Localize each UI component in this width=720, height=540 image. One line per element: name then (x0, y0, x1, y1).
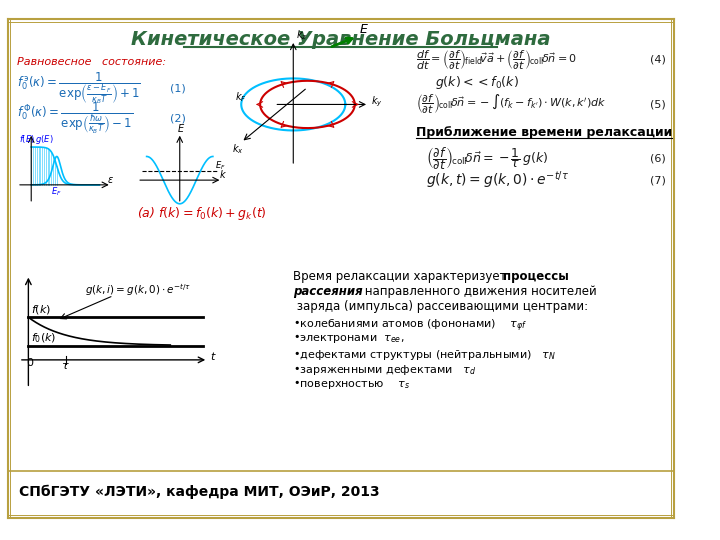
Text: $k_y$: $k_y$ (371, 95, 382, 109)
Text: $f(E)\,g(E)$: $f(E)\,g(E)$ (19, 133, 53, 146)
Text: •колебаниями атомов (фононами)    $\tau_{\mathit{\varphi f}}$: •колебаниями атомов (фононами) $\tau_{\m… (293, 318, 527, 334)
Text: заряда (импульса) рассеивающими центрами:: заряда (импульса) рассеивающими центрами… (293, 300, 588, 313)
Text: Кинетическое Уравнение Больцмана: Кинетическое Уравнение Больцмана (131, 30, 550, 49)
Text: $g(k,t) = g(k,0)\cdot e^{-t/\tau}$: $g(k,t) = g(k,0)\cdot e^{-t/\tau}$ (426, 170, 569, 191)
Text: $f_0(k)$: $f_0(k)$ (31, 331, 57, 345)
Text: $E_F$: $E_F$ (51, 185, 62, 198)
Text: процессы: процессы (503, 270, 570, 283)
Text: $k_z$: $k_z$ (296, 28, 307, 42)
Text: $t$: $t$ (210, 350, 217, 362)
Text: (7): (7) (650, 175, 666, 185)
Text: $0$: $0$ (25, 355, 34, 368)
Text: $\left(\dfrac{\partial f}{\partial t}\right)_{\!\mathrm{coll}}\!\delta\vec{n} = : $\left(\dfrac{\partial f}{\partial t}\ri… (416, 93, 607, 116)
Text: $k_F$: $k_F$ (235, 90, 246, 104)
Text: СПбГЭТУ «ЛЭТИ», кафедра МИТ, ОЭиР, 2013: СПбГЭТУ «ЛЭТИ», кафедра МИТ, ОЭиР, 2013 (19, 485, 379, 500)
Text: (4): (4) (650, 55, 666, 65)
Text: направленного движения носителей: направленного движения носителей (361, 285, 597, 298)
Text: $f(k)$: $f(k)$ (31, 303, 51, 316)
Text: $\tau$: $\tau$ (61, 361, 71, 372)
Text: (а) $f(k) = f_0(k) + g_k(t)$: (а) $f(k) = f_0(k) + g_k(t)$ (138, 205, 267, 222)
Text: $f_0^{\,\Phi}(\kappa) = \dfrac{1}{\exp\!\left(\frac{\hbar\omega}{\kappa_B T}\rig: $f_0^{\,\Phi}(\kappa) = \dfrac{1}{\exp\!… (17, 101, 133, 136)
Text: $\left(\dfrac{\partial f}{\partial t}\right)_{\!\mathrm{coll}}\!\delta\vec{n} = : $\left(\dfrac{\partial f}{\partial t}\ri… (426, 145, 548, 172)
Text: •дефектами структуры (нейтральными)   $\tau_{\mathit{N}}$: •дефектами структуры (нейтральными) $\ta… (293, 348, 556, 362)
Text: $\dfrac{df}{dt} = \left(\dfrac{\partial f}{\partial t}\right)_{\!\mathrm{field}}: $\dfrac{df}{dt} = \left(\dfrac{\partial … (416, 48, 577, 72)
Text: $f_0^{\,\mathrm{э}}(\kappa) = \dfrac{1}{\exp\!\left(\frac{\varepsilon - E_F}{\ka: $f_0^{\,\mathrm{э}}(\kappa) = \dfrac{1}{… (17, 70, 141, 106)
Text: $E_F$: $E_F$ (215, 160, 225, 172)
Text: •заряженными дефектами   $\tau_{\mathit{d}}$: •заряженными дефектами $\tau_{\mathit{d}… (293, 363, 477, 377)
Text: $E$: $E$ (359, 23, 369, 37)
Text: (2): (2) (171, 113, 186, 124)
Text: (6): (6) (650, 153, 666, 164)
Text: (1): (1) (171, 83, 186, 93)
Text: рассеяния: рассеяния (293, 285, 363, 298)
Text: Время релаксации характеризует: Время релаксации характеризует (293, 270, 510, 283)
Text: •электронами  $\tau_{\mathit{ee}}$,: •электронами $\tau_{\mathit{ee}}$, (293, 333, 405, 346)
Text: (5): (5) (650, 99, 666, 110)
Text: $g(k) << f_{0}(k)$: $g(k) << f_{0}(k)$ (435, 74, 519, 91)
Text: $k$: $k$ (220, 168, 228, 180)
Text: Равновесное   состояние:: Равновесное состояние: (17, 57, 166, 67)
Text: $g(k,i) = g(k,0)\cdot e^{-t/\tau}$: $g(k,i) = g(k,0)\cdot e^{-t/\tau}$ (85, 282, 192, 298)
Text: $E$: $E$ (177, 122, 185, 134)
Text: •поверхностью    $\tau_{\mathit{s}}$: •поверхностью $\tau_{\mathit{s}}$ (293, 378, 410, 391)
Text: $\varepsilon$: $\varepsilon$ (107, 175, 114, 185)
Text: Приближение времени релаксации: Приближение времени релаксации (416, 126, 672, 139)
Text: $k_x$: $k_x$ (232, 141, 243, 156)
